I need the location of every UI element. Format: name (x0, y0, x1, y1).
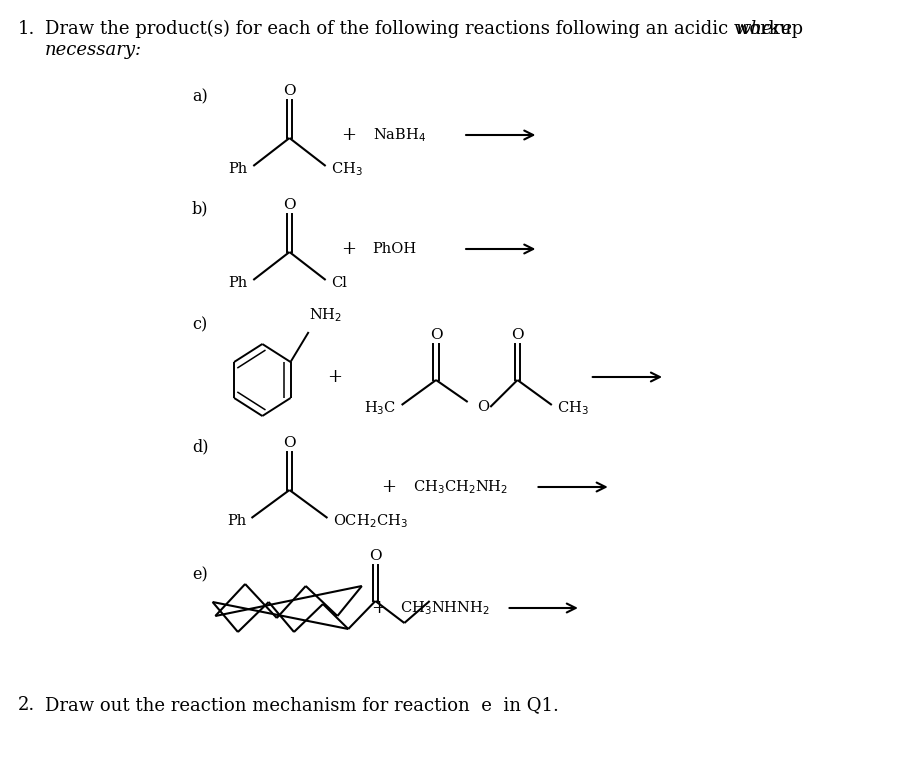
Text: NH$_2$: NH$_2$ (309, 307, 342, 324)
Text: O: O (430, 328, 443, 342)
Text: OCH$_2$CH$_3$: OCH$_2$CH$_3$ (333, 512, 408, 530)
Text: Cl: Cl (331, 276, 347, 290)
Text: H$_3$C: H$_3$C (364, 399, 396, 417)
Text: 2.: 2. (18, 696, 35, 714)
Text: NaBH$_4$: NaBH$_4$ (372, 126, 426, 144)
Text: necessary:: necessary: (45, 41, 142, 59)
Text: CH$_3$NHNH$_2$: CH$_3$NHNH$_2$ (400, 599, 490, 617)
Text: c): c) (192, 316, 207, 333)
Text: O: O (511, 328, 524, 342)
Text: +: + (371, 599, 385, 617)
Text: b): b) (192, 200, 208, 217)
Text: a): a) (192, 88, 207, 105)
Text: O: O (283, 436, 296, 450)
Text: Draw the product(s) for each of the following reactions following an acidic work: Draw the product(s) for each of the foll… (45, 20, 809, 38)
Text: O: O (477, 400, 490, 414)
Text: CH$_3$CH$_2$NH$_2$: CH$_3$CH$_2$NH$_2$ (412, 478, 508, 496)
Text: Draw out the reaction mechanism for reaction  e  in Q1.: Draw out the reaction mechanism for reac… (45, 696, 559, 714)
Text: Ph: Ph (229, 162, 248, 176)
Text: +: + (341, 126, 356, 144)
Text: e): e) (192, 566, 207, 583)
Text: CH$_3$: CH$_3$ (331, 160, 363, 178)
Text: 1.: 1. (18, 20, 35, 38)
Text: PhOH: PhOH (372, 242, 417, 256)
Text: O: O (283, 84, 296, 98)
Text: +: + (382, 478, 396, 496)
Text: +: + (327, 368, 342, 386)
Text: Ph: Ph (229, 276, 248, 290)
Text: where: where (737, 20, 793, 38)
Text: O: O (283, 198, 296, 212)
Text: +: + (341, 240, 356, 258)
Text: O: O (369, 549, 382, 563)
Text: Ph: Ph (227, 514, 246, 528)
Text: d): d) (192, 438, 208, 455)
Text: CH$_3$: CH$_3$ (557, 399, 589, 417)
